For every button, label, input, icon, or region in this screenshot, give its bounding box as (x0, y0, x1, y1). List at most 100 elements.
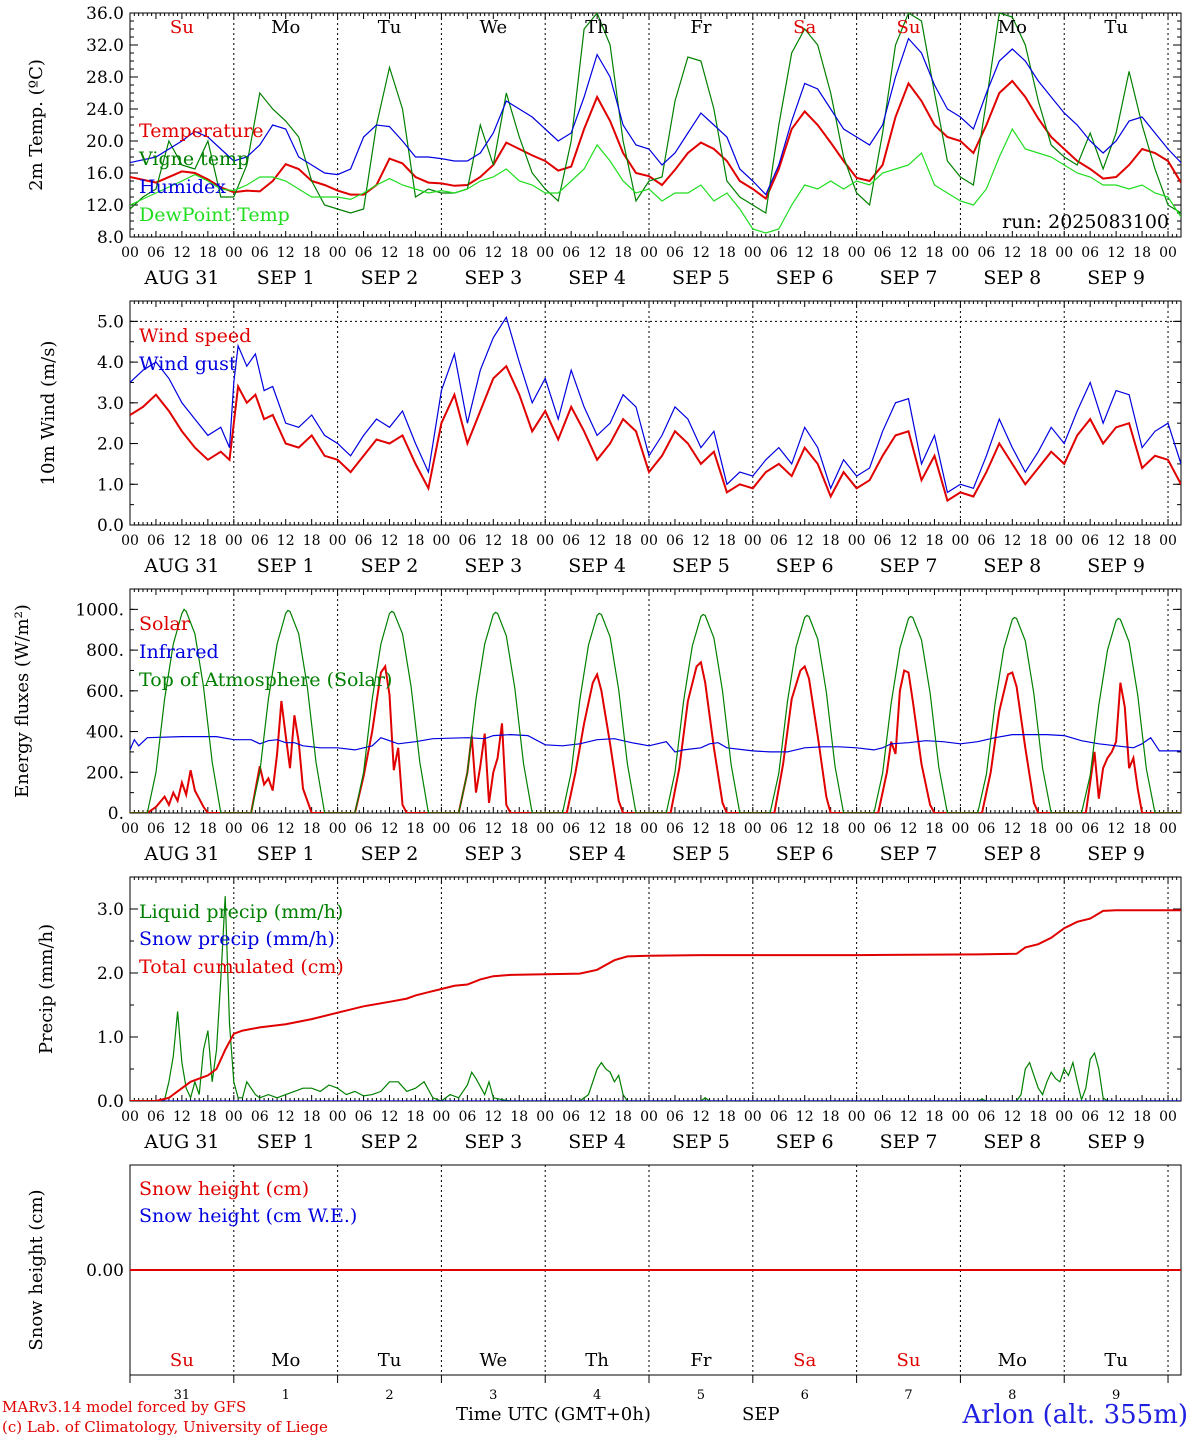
date-label: SEP 1 (257, 843, 315, 865)
y-tick-label: 1000. (75, 600, 124, 620)
legend-entry: Top of Atmosphere (Solar) (139, 669, 392, 691)
y-tick-label: 2.0 (97, 964, 124, 984)
hour-tick-label: 00 (1159, 1109, 1177, 1125)
y-tick-label: 20.0 (86, 132, 124, 152)
hour-tick-label: 00 (121, 821, 139, 837)
hour-tick-label: 00 (225, 533, 243, 549)
hour-tick-label: 18 (718, 821, 736, 837)
hour-tick-label: 12 (692, 1109, 710, 1125)
y-tick-label: 24.0 (86, 100, 124, 120)
hour-tick-label: 00 (536, 1109, 554, 1125)
date-label: SEP 5 (672, 555, 730, 577)
y-axis-label: Precip (mm/h) (36, 924, 57, 1054)
date-label: SEP 3 (464, 555, 522, 577)
hour-tick-label: 00 (1159, 245, 1177, 261)
date-label: SEP 7 (880, 555, 938, 577)
y-axis-label: Energy fluxes (W/m²) (12, 604, 33, 798)
day-name: Sa (793, 17, 816, 38)
series-line-vigne-temp (130, 13, 1181, 214)
day-number: 2 (385, 1388, 393, 1400)
hour-tick-label: 18 (1029, 245, 1047, 261)
y-tick-label: 36.0 (86, 4, 124, 24)
day-name: Mo (271, 1350, 300, 1371)
station-name: Arlon (alt. 355m) (962, 1400, 1188, 1430)
date-label: SEP 9 (1087, 267, 1145, 289)
day-name: Tu (378, 1350, 402, 1371)
day-number: 3 (489, 1388, 497, 1400)
hour-tick-label: 12 (796, 1109, 814, 1125)
day-name: Th (585, 17, 609, 38)
hour-tick-label: 18 (303, 1109, 321, 1125)
hour-tick-label: 18 (822, 533, 840, 549)
hour-tick-label: 12 (796, 245, 814, 261)
credit-line-2: (c) Lab. of Climatology, University of L… (2, 1418, 328, 1436)
hour-tick-label: 06 (147, 533, 165, 549)
hour-tick-label: 00 (432, 821, 450, 837)
y-tick-label: 3.0 (97, 394, 124, 414)
hour-tick-label: 00 (640, 533, 658, 549)
hour-tick-label: 12 (588, 821, 606, 837)
day-number: 31 (174, 1388, 191, 1400)
hour-tick-label: 12 (1003, 1109, 1021, 1125)
hour-tick-label: 06 (1081, 533, 1099, 549)
hour-tick-label: 06 (666, 1109, 684, 1125)
hour-tick-label: 00 (225, 245, 243, 261)
hour-tick-label: 00 (329, 821, 347, 837)
y-tick-label: 28.0 (86, 68, 124, 88)
hour-tick-label: 12 (381, 533, 399, 549)
hour-tick-label: 12 (173, 1109, 191, 1125)
day-name: Su (897, 17, 921, 38)
date-label: SEP 4 (568, 1131, 626, 1153)
date-label: SEP 2 (361, 843, 419, 865)
hour-tick-label: 06 (874, 821, 892, 837)
hour-tick-label: 12 (1107, 1109, 1125, 1125)
hour-tick-label: 18 (822, 1109, 840, 1125)
hour-tick-label: 12 (900, 821, 918, 837)
hour-tick-label: 00 (744, 1109, 762, 1125)
hour-tick-label: 18 (199, 533, 217, 549)
day-name: Mo (271, 17, 300, 38)
hour-tick-label: 00 (536, 245, 554, 261)
series-line-wind-gust (130, 315, 1181, 494)
legend-entry: Infrared (139, 641, 219, 663)
hour-tick-label: 18 (1133, 533, 1151, 549)
y-tick-label: 32.0 (86, 36, 124, 56)
hour-tick-label: 00 (1055, 533, 1073, 549)
date-label: SEP 6 (776, 555, 834, 577)
meteogram: 8.012.016.020.024.028.032.036.02m Temp. … (12, 4, 1182, 1400)
legend-entry: Snow precip (mm/h) (139, 928, 335, 950)
date-label: SEP 2 (361, 267, 419, 289)
hour-tick-label: 06 (562, 533, 580, 549)
day-number: 8 (1008, 1388, 1016, 1400)
hour-tick-label: 06 (355, 533, 373, 549)
series-line-temperature (130, 79, 1181, 201)
hour-tick-label: 06 (1081, 821, 1099, 837)
hour-tick-label: 18 (303, 821, 321, 837)
day-name: Fr (690, 17, 711, 38)
hour-tick-label: 00 (1055, 821, 1073, 837)
hour-tick-label: 18 (614, 821, 632, 837)
hour-tick-label: 06 (458, 533, 476, 549)
hour-tick-label: 00 (744, 533, 762, 549)
hour-tick-label: 06 (251, 245, 269, 261)
date-label: SEP 5 (672, 843, 730, 865)
hour-tick-label: 18 (303, 533, 321, 549)
hour-tick-label: 00 (225, 821, 243, 837)
date-label: SEP 2 (361, 1131, 419, 1153)
hour-tick-label: 00 (952, 1109, 970, 1125)
hour-tick-label: 00 (536, 821, 554, 837)
date-label: AUG 31 (143, 267, 219, 289)
hour-tick-label: 06 (355, 821, 373, 837)
run-annotation: run: 2025083100 (1002, 211, 1169, 233)
date-label: SEP 4 (568, 267, 626, 289)
hour-tick-label: 06 (251, 821, 269, 837)
hour-tick-label: 06 (977, 1109, 995, 1125)
hour-tick-label: 12 (173, 821, 191, 837)
hour-tick-label: 00 (848, 821, 866, 837)
y-axis-label: 2m Temp. (ºC) (26, 59, 47, 191)
hour-tick-label: 18 (1133, 821, 1151, 837)
hour-tick-label: 06 (770, 533, 788, 549)
hour-tick-label: 00 (329, 245, 347, 261)
hour-tick-label: 18 (407, 245, 425, 261)
day-number: 6 (801, 1388, 809, 1400)
